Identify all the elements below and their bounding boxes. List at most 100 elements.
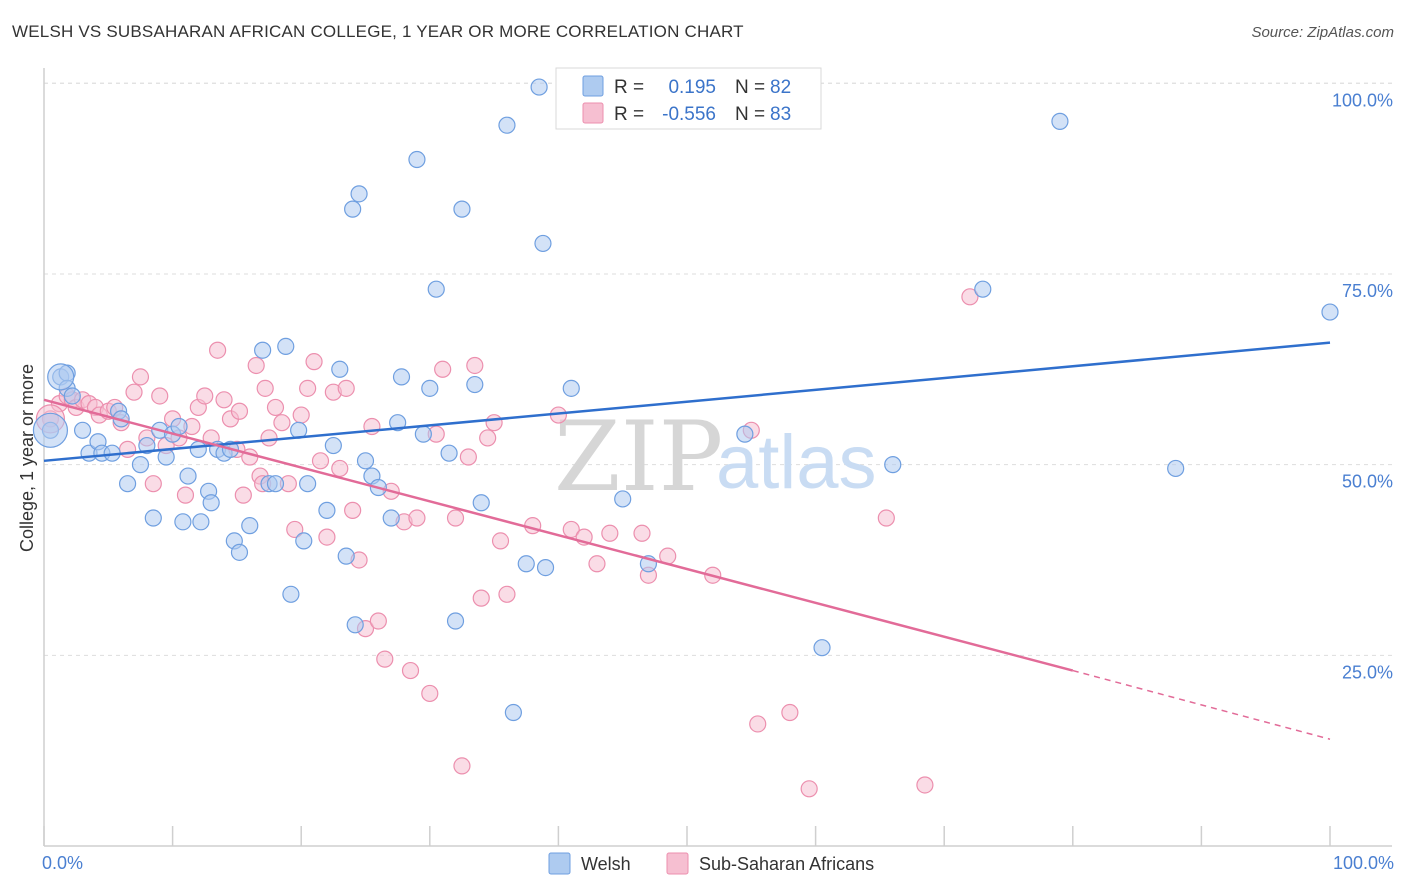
welsh-point — [389, 414, 407, 432]
x-tick-label-max: 100.0% — [1333, 853, 1394, 873]
ssa-point — [176, 486, 195, 504]
correlation-legend: R = 0.195 N = 82 R = -0.556 N = 83 — [555, 67, 822, 130]
welsh-point — [230, 543, 249, 561]
welsh-point — [174, 513, 192, 531]
source-credit: Source: ZipAtlas.com — [1251, 24, 1394, 41]
welsh-point — [266, 475, 285, 493]
bottom-legend-swatch-ssa — [666, 852, 689, 875]
welsh-point — [427, 280, 445, 298]
legend-n-label: N = — [735, 104, 765, 125]
welsh-point-large — [47, 363, 75, 391]
welsh-point — [562, 379, 580, 397]
welsh-point — [337, 547, 355, 565]
legend-r-label: R = — [614, 77, 644, 98]
welsh-point — [517, 555, 535, 573]
legend-n-value-welsh: 82 — [770, 77, 791, 98]
watermark-zip: ZIP — [554, 401, 723, 513]
ssa-point — [331, 459, 349, 478]
trend-lines — [43, 341, 1331, 740]
welsh-point — [1167, 459, 1185, 478]
legend-swatch-welsh — [582, 75, 604, 97]
welsh-point — [414, 425, 432, 443]
ssa-point — [446, 509, 465, 527]
ssa-point — [292, 406, 310, 424]
welsh-point — [498, 116, 516, 134]
ssa-point — [491, 532, 510, 550]
welsh-point — [382, 509, 400, 527]
welsh-point-large — [32, 412, 69, 448]
ssa-point — [125, 383, 143, 401]
y-tick-label: 100.0% — [1332, 90, 1393, 110]
welsh-point — [318, 501, 336, 519]
welsh-point — [974, 280, 992, 298]
legend-r-value-ssa: -0.556 — [662, 104, 716, 125]
welsh-point — [1321, 303, 1339, 321]
ssa-point — [247, 356, 265, 375]
legend-swatch-ssa — [582, 102, 604, 124]
ssa-point — [459, 448, 477, 466]
welsh-point — [73, 421, 92, 439]
welsh-point — [277, 337, 295, 356]
ssa-point — [260, 429, 278, 447]
series-legend: Welsh Sub-Saharan Africans — [548, 852, 874, 875]
bottom-legend-swatch-welsh — [548, 852, 571, 875]
welsh-point — [189, 440, 207, 458]
welsh-point — [299, 475, 317, 493]
y-tick-label: 75.0% — [1342, 281, 1393, 301]
welsh-point — [157, 448, 175, 466]
ssa-point — [344, 501, 362, 519]
legend-n-label: N = — [735, 77, 765, 98]
y-tick-label: 50.0% — [1342, 472, 1393, 492]
x-tick-marks — [43, 826, 1331, 846]
ssa-point — [485, 414, 503, 432]
ssa-point — [318, 528, 336, 546]
welsh-point — [179, 467, 197, 485]
ssa-point — [299, 379, 317, 397]
welsh-point — [392, 368, 411, 386]
bottom-legend-welsh: Welsh — [581, 854, 631, 874]
welsh-point — [736, 425, 754, 443]
ssa-point — [588, 555, 606, 573]
welsh-point — [192, 513, 210, 531]
welsh-point — [504, 703, 522, 722]
ssa-point — [916, 776, 934, 794]
ssa-point — [408, 509, 426, 527]
ssa-point — [311, 452, 330, 470]
axes — [43, 68, 1392, 847]
welsh-point — [170, 417, 188, 436]
welsh-point — [453, 200, 471, 218]
ssa-point — [749, 715, 767, 733]
welsh-point — [440, 444, 458, 462]
welsh-point — [421, 379, 439, 397]
ssa-point — [961, 288, 979, 306]
welsh-point — [534, 234, 552, 253]
welsh-point — [350, 185, 368, 203]
legend-n-value-ssa: 83 — [770, 104, 791, 125]
ssa-point — [305, 353, 323, 371]
welsh-point — [144, 509, 162, 527]
welsh-point — [295, 532, 313, 550]
chart-title: WELSH VS SUBSAHARAN AFRICAN COLLEGE, 1 Y… — [12, 22, 744, 41]
ssa-point — [453, 757, 471, 775]
welsh-point — [408, 150, 426, 169]
ssa-point — [376, 650, 394, 668]
legend-r-value-welsh: 0.195 — [668, 77, 716, 98]
welsh-point — [356, 452, 375, 470]
x-tick-label-min: 0.0% — [42, 853, 83, 873]
welsh-point — [118, 475, 137, 493]
welsh-point — [344, 200, 362, 218]
ssa-point — [286, 520, 304, 539]
welsh-point — [131, 456, 150, 474]
welsh-point — [63, 387, 81, 405]
welsh-trend-line — [43, 341, 1331, 463]
ssa-point — [498, 585, 516, 603]
ssa-point — [466, 356, 484, 375]
welsh-point — [1051, 112, 1069, 130]
ssa-point — [401, 661, 420, 680]
ssa-point — [877, 509, 895, 527]
ssa-point — [215, 391, 233, 409]
ssa-point — [421, 684, 439, 703]
ssa-point — [434, 360, 452, 378]
welsh-point — [466, 375, 484, 394]
ssa-point — [234, 486, 252, 504]
